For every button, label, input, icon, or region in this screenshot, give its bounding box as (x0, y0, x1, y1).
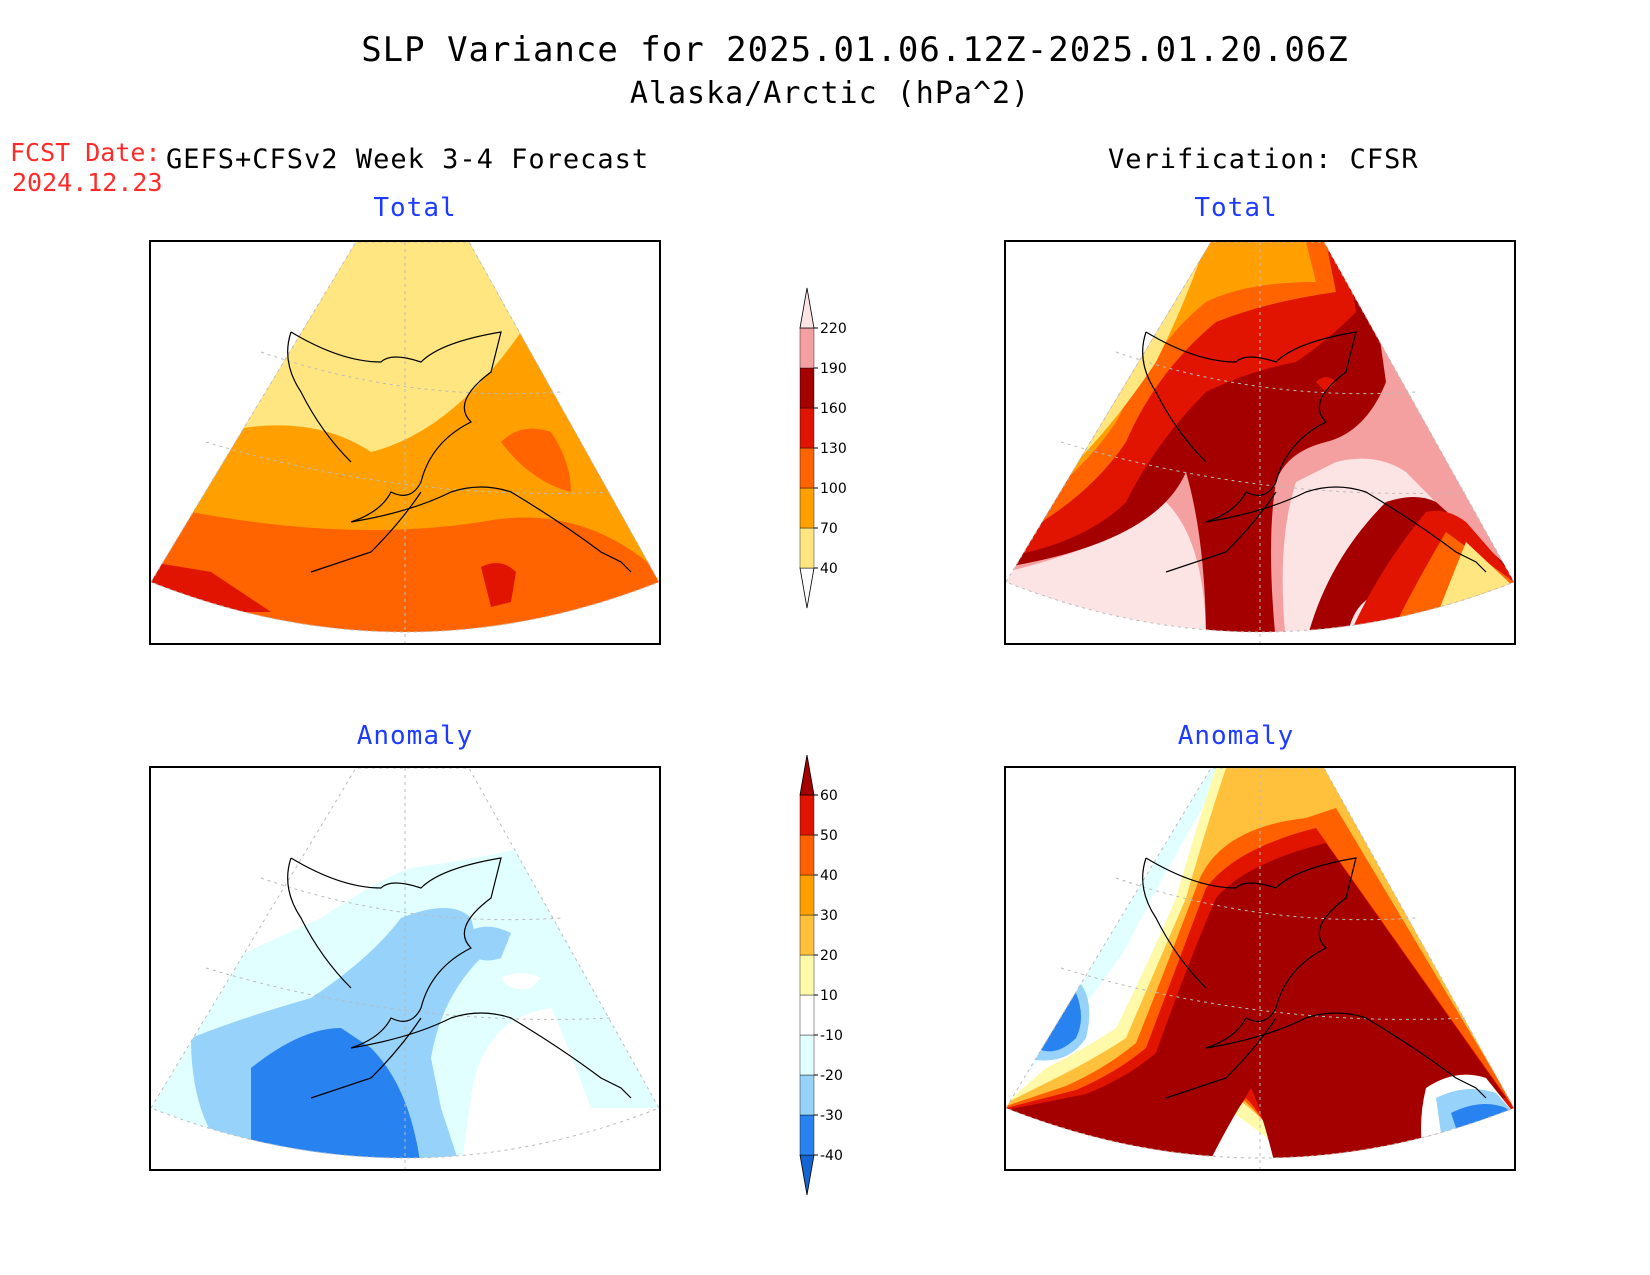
total-colorbar-segment (799, 327, 815, 369)
anomaly-colorbar-tick-label: 60 (820, 788, 838, 804)
anomaly-colorbar-segment (799, 954, 815, 996)
chart-title: SLP Variance for 2025.01.06.12Z-2025.01.… (361, 30, 1349, 70)
total-colorbar-lower-extension (799, 567, 815, 609)
total-colorbar-segment (799, 447, 815, 489)
anomaly-colorbar-tick-label: 40 (820, 868, 838, 884)
anomaly-colorbar: -40 -30 -20 -10 10 20 30 40 50 60 (799, 754, 843, 1196)
anomaly-colorbar-tick-label: 10 (820, 988, 838, 1004)
total-colorbar-tick-label: 70 (820, 521, 838, 537)
total-colorbar-tick-label: 190 (820, 361, 847, 377)
anomaly-colorbar-segment (799, 1114, 815, 1156)
total-colorbar: 40 70 100 130 160 190 220 (799, 287, 847, 609)
anomaly-colorbar-segment (799, 994, 815, 1036)
left-column-header: GEFS+CFSv2 Week 3-4 Forecast (166, 144, 650, 175)
right-column-header: Verification: CFSR (1108, 144, 1419, 175)
anomaly-colorbar-tick-label: 50 (820, 828, 838, 844)
anomaly-colorbar-upper-extension (799, 754, 815, 796)
anomaly-colorbar-tick-label: -10 (820, 1028, 843, 1044)
verification-anomaly-title: Anomaly (1177, 721, 1295, 751)
verification-total-title: Total (1194, 193, 1278, 223)
anomaly-colorbar-tick-label: 20 (820, 948, 838, 964)
anomaly-colorbar-segment (799, 1034, 815, 1076)
total-colorbar-tick-label: 100 (820, 481, 847, 497)
total-colorbar-tick-label: 160 (820, 401, 847, 417)
anomaly-colorbar-segment (799, 914, 815, 956)
total-colorbar-segment (799, 367, 815, 409)
anomaly-colorbar-tick-label: -40 (820, 1148, 843, 1164)
anomaly-colorbar-lower-extension (799, 1154, 815, 1196)
forecast-anomaly-title: Anomaly (356, 721, 474, 751)
verification-total-map (1004, 240, 1516, 645)
forecast-anomaly-map (149, 766, 661, 1171)
total-colorbar-segment (799, 527, 815, 569)
anomaly-colorbar-segment (799, 874, 815, 916)
total-colorbar-upper-extension (799, 287, 815, 329)
anomaly-colorbar-tick-label: 30 (820, 908, 838, 924)
forecast-date-value: 2024.12.23 (12, 168, 163, 197)
anomaly-colorbar-segment (799, 834, 815, 876)
forecast-date-label: FCST Date: (10, 138, 161, 167)
anomaly-colorbar-segment (799, 794, 815, 836)
total-colorbar-tick-label: 130 (820, 441, 847, 457)
verification-anomaly-map (1004, 766, 1516, 1171)
total-colorbar-tick-label: 220 (820, 321, 847, 337)
anomaly-colorbar-segment (799, 1074, 815, 1116)
anomaly-colorbar-tick-label: -30 (820, 1108, 843, 1124)
anomaly-colorbar-tick-label: -20 (820, 1068, 843, 1084)
chart-subtitle: Alaska/Arctic (hPa^2) (629, 76, 1031, 111)
total-colorbar-tick-label: 40 (820, 561, 838, 577)
total-colorbar-segment (799, 407, 815, 449)
forecast-total-map (149, 240, 661, 645)
total-colorbar-segment (799, 487, 815, 529)
forecast-total-title: Total (373, 193, 457, 223)
